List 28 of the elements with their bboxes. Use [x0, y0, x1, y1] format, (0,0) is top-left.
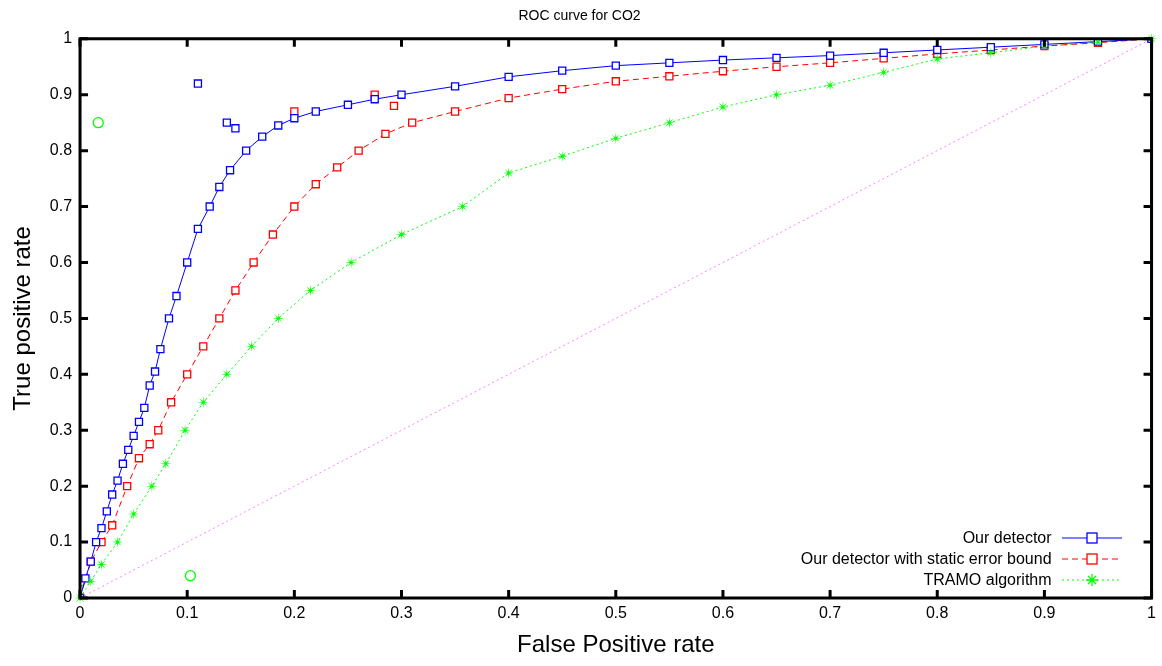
x-tick-label: 0.9 [1033, 604, 1056, 622]
legend-label: Our detector [962, 528, 1052, 547]
x-axis-title: False Positive rate [517, 630, 715, 658]
x-tick-label: 0.3 [390, 604, 413, 622]
y-tick-label: 0.4 [49, 364, 73, 382]
x-tick-label: 0.2 [283, 604, 306, 622]
y-tick-label: 1 [63, 29, 73, 47]
x-tick-label: 0.6 [711, 604, 735, 622]
y-tick-label: 0.5 [49, 308, 73, 326]
y-tick-label: 0.2 [49, 476, 73, 494]
y-tick-label: 0.9 [49, 85, 73, 103]
x-tick-label: 0.7 [818, 604, 842, 622]
x-tick-label: 0.4 [497, 604, 520, 622]
x-tick-label: 0.1 [176, 604, 199, 622]
x-tick-label: 0.8 [926, 604, 949, 622]
y-tick-label: 0.1 [49, 532, 73, 550]
x-tick-label: 1 [1147, 604, 1157, 622]
x-tick-label: 0 [75, 604, 85, 622]
y-axis-title: True positive rate [8, 226, 36, 411]
legend-label: Our detector with static error bound [800, 549, 1052, 568]
chart-title: ROC curve for CO2 [518, 7, 641, 24]
x-tick-label: 0.5 [604, 604, 628, 622]
legend-label: TRAMO algorithm [923, 570, 1052, 589]
y-tick-label: 0.7 [49, 196, 73, 214]
y-tick-label: 0.8 [49, 141, 73, 159]
y-tick-label: 0.6 [49, 252, 73, 270]
y-tick-label: 0.3 [49, 420, 73, 438]
y-tick-label: 0 [63, 588, 73, 606]
